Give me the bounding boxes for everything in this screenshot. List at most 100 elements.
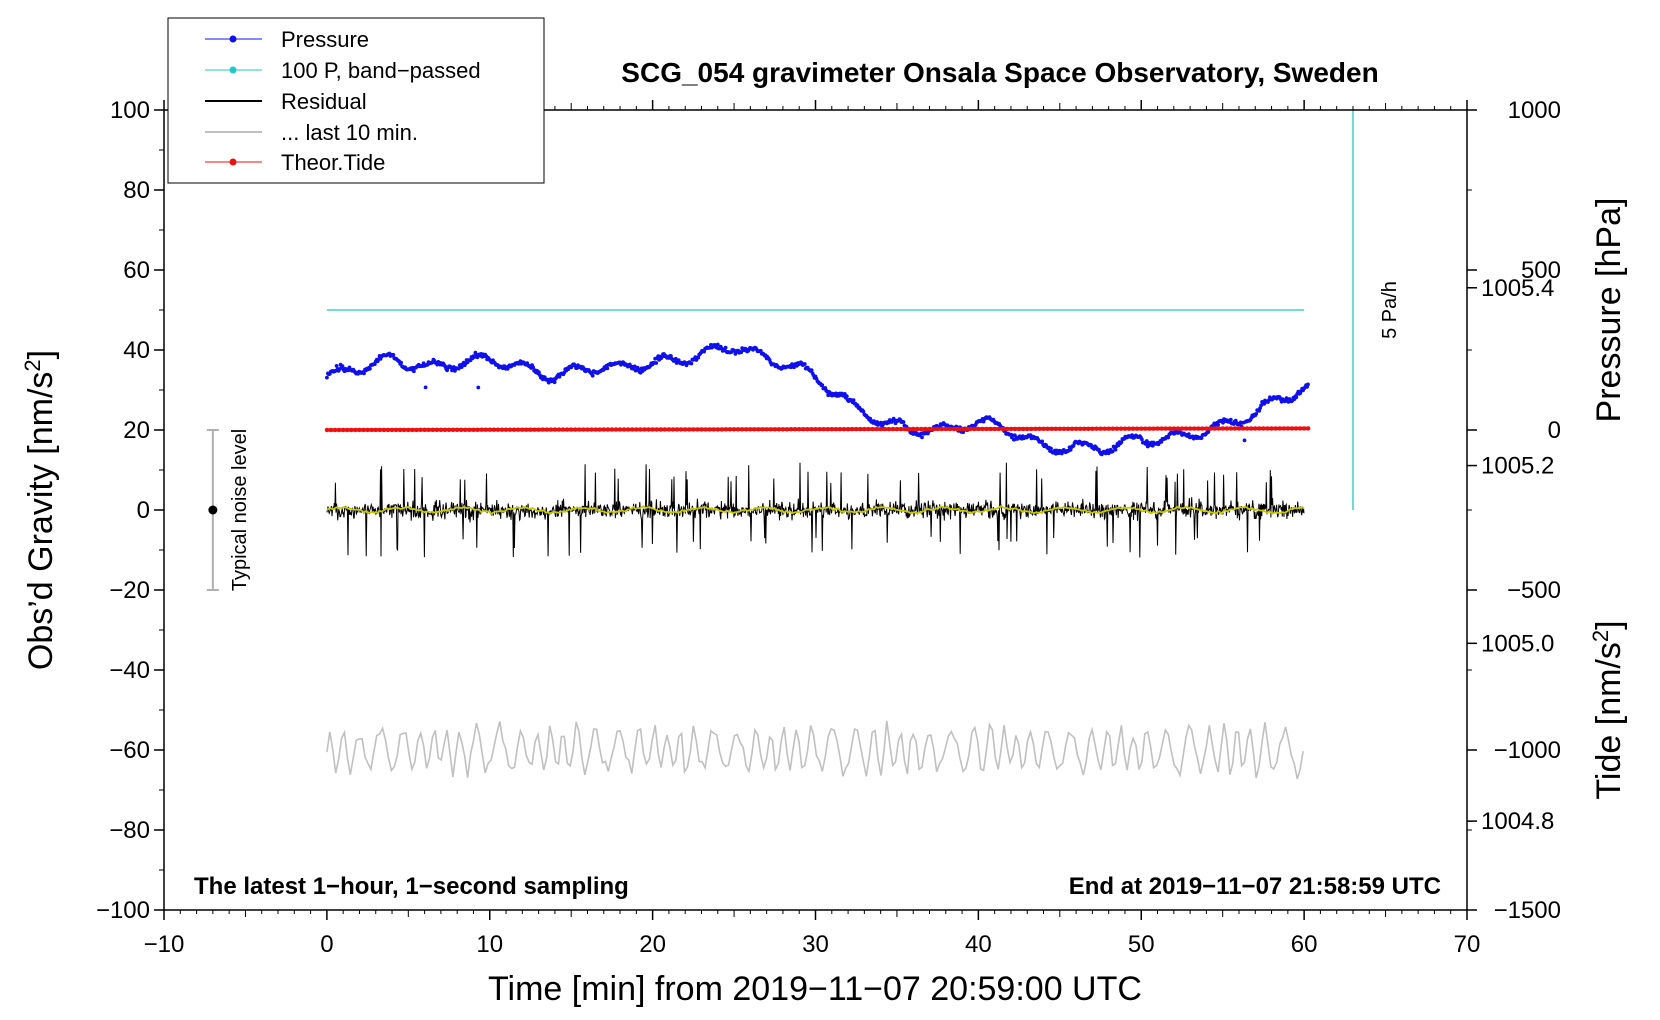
pressure-point [476, 385, 481, 390]
y-left-tick-label: 100 [110, 97, 150, 124]
tide-point [1297, 426, 1303, 431]
pressure-point [1119, 440, 1124, 444]
tide-point [911, 426, 916, 432]
tide-point [984, 426, 989, 432]
tide-point [349, 427, 354, 433]
tide-point [992, 426, 997, 432]
tide-point [817, 427, 822, 432]
tide-point [1228, 426, 1234, 431]
tide-point [821, 427, 826, 432]
tide-point [813, 427, 818, 432]
tide-point [1082, 426, 1087, 431]
tide-point [650, 427, 655, 432]
pressure-point [696, 355, 701, 360]
tide-point [638, 427, 643, 432]
tide-point [719, 427, 724, 432]
tide-point [601, 427, 606, 432]
tide-point [1094, 426, 1099, 431]
pressure-point [1186, 432, 1191, 437]
end-time-note: End at 2019−11−07 21:58:59 UTC [1069, 873, 1441, 900]
tide-point [1114, 426, 1120, 431]
pressure-point [1284, 396, 1289, 400]
tide-point [589, 427, 594, 432]
tide-point [878, 426, 883, 432]
y-left-tick-label: 40 [123, 337, 150, 364]
tide-point [1261, 426, 1266, 431]
tide-point [402, 427, 407, 433]
tide-point [776, 427, 782, 432]
pressure-point [1159, 440, 1164, 444]
tide-point [1289, 426, 1295, 431]
tide-point [410, 427, 415, 433]
x-tick-label: −10 [144, 931, 185, 958]
tide-point [1281, 426, 1287, 431]
tide-point [426, 427, 431, 432]
tide-point [976, 426, 981, 432]
tide-point [1208, 426, 1213, 431]
x-tick-label: 10 [476, 931, 503, 958]
tide-point [365, 427, 370, 433]
y-axis-left-title-sup: 2 [20, 359, 45, 371]
tide-point [1110, 426, 1115, 431]
pressure-point [1206, 430, 1211, 434]
tide-point [1069, 426, 1075, 431]
tide-point [1049, 426, 1054, 431]
y-left-tick-label: −80 [109, 817, 150, 844]
tide-point [569, 427, 574, 432]
legend-label-tide: Theor.Tide [281, 150, 385, 175]
tide-point [1037, 426, 1042, 431]
tide-point [760, 427, 765, 432]
tide-point [646, 427, 651, 432]
y-tide-tick-label: −1000 [1494, 737, 1561, 764]
tide-point [467, 427, 472, 432]
tide-point [1106, 426, 1111, 431]
tide-point [621, 427, 627, 432]
legend-label-residual: Residual [281, 89, 367, 114]
y-axis-left-title-end: ] [22, 350, 60, 359]
tide-point [1306, 426, 1311, 431]
y-tide-tick-label: 0 [1548, 417, 1561, 444]
pressure-point [654, 361, 659, 365]
tide-point [1053, 426, 1058, 431]
tide-point [927, 426, 932, 432]
tide-point [381, 427, 387, 433]
y-pressure-tick-label: 1005.2 [1481, 453, 1554, 480]
y-left-tick-label: 80 [123, 177, 150, 204]
tide-point [389, 427, 395, 433]
x-tick-label: 70 [1454, 931, 1481, 958]
tide-point [972, 426, 977, 432]
y-axis-left-title-main: Obs’d Gravity [nm/s [22, 372, 60, 671]
tide-point [385, 427, 391, 433]
tide-point [683, 427, 688, 432]
tide-point [324, 427, 330, 433]
tide-point [858, 426, 863, 432]
tide-point [1163, 426, 1168, 431]
tide-point [715, 427, 720, 432]
pressure-point [802, 362, 807, 366]
tide-point [935, 426, 940, 432]
tide-point [849, 426, 855, 432]
tide-point [902, 426, 908, 432]
tide-point [845, 427, 851, 432]
tide-point [801, 427, 806, 432]
tide-point [744, 427, 749, 432]
tide-point [495, 427, 501, 432]
y-left-tick-label: −100 [96, 897, 150, 924]
tide-point [617, 427, 623, 432]
tide-point [1183, 426, 1189, 431]
tide-point [564, 427, 570, 432]
tide-point [968, 426, 973, 432]
noise-level-bar [206, 429, 219, 591]
tide-point [450, 427, 456, 432]
y-axis-pressure-title: Pressure [hPa] [1590, 198, 1628, 423]
tide-point [658, 427, 663, 432]
tide-point [825, 427, 830, 432]
tide-point [634, 427, 639, 432]
pressure-point [605, 366, 610, 371]
pressure-point [961, 430, 965, 435]
tide-point [670, 427, 676, 432]
pressure-point [792, 365, 796, 370]
tide-point [780, 427, 786, 432]
residual-series-line [326, 462, 1305, 558]
